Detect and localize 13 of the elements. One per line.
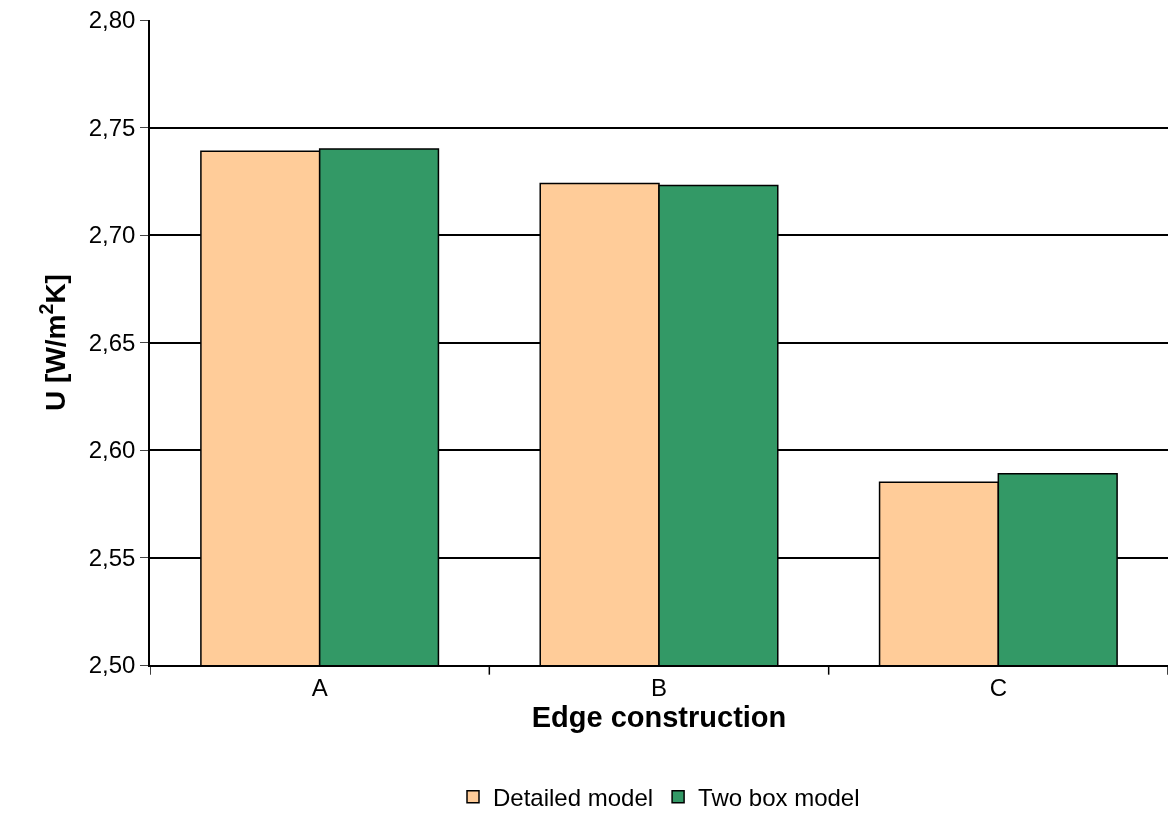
y-tick-label: 2,80 (88, 6, 136, 34)
legend-label: Two box model (698, 784, 860, 812)
y-tick-label: 2,70 (88, 221, 136, 249)
y-tick-label: 2,60 (88, 436, 136, 464)
x-axis-title: Edge construction (531, 700, 787, 733)
y-tick-label: 2,55 (88, 543, 136, 571)
x-tick-label: B (650, 673, 668, 701)
x-tick-label: A (311, 673, 328, 701)
legend-label: Detailed model (493, 784, 654, 812)
x-tick-label: C (989, 673, 1007, 701)
y-tick-label: 2,65 (88, 328, 136, 356)
y-tick-label: 2,50 (88, 651, 136, 679)
y-tick-label: 2,75 (88, 113, 136, 141)
